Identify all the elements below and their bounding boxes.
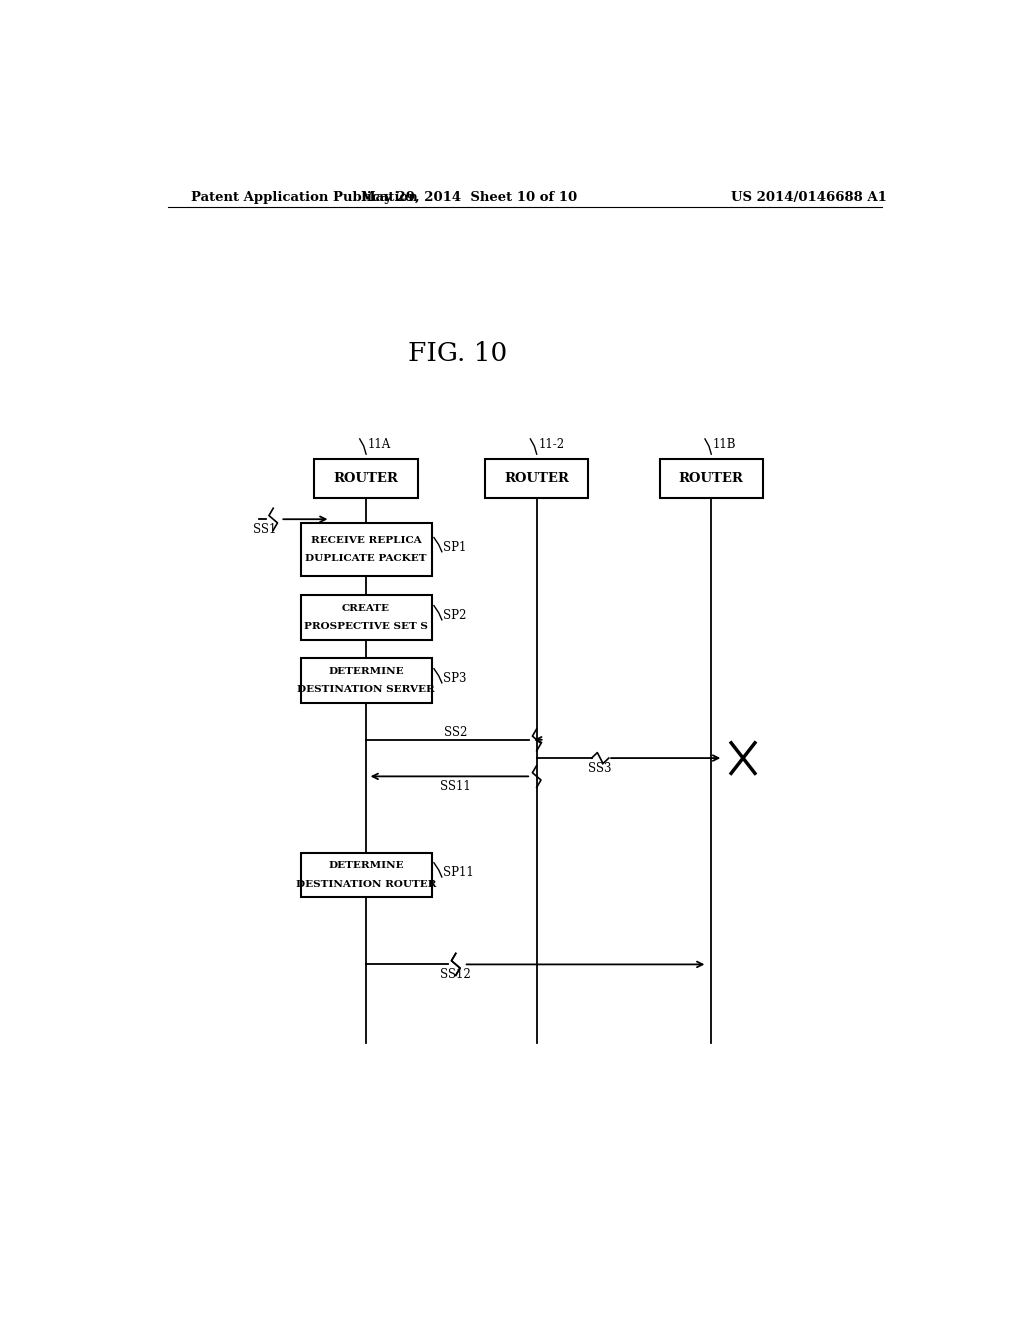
Text: DUPLICATE PACKET: DUPLICATE PACKET (305, 554, 427, 564)
Text: PROSPECTIVE SET S: PROSPECTIVE SET S (304, 623, 428, 631)
Bar (301, 595, 431, 640)
Text: SP11: SP11 (443, 866, 474, 879)
Text: CREATE: CREATE (342, 605, 390, 614)
Text: SP3: SP3 (443, 672, 467, 685)
Text: SS11: SS11 (440, 780, 471, 793)
Text: ROUTER: ROUTER (334, 473, 398, 484)
Text: US 2014/0146688 A1: US 2014/0146688 A1 (731, 190, 887, 203)
Bar (301, 523, 431, 576)
Text: SS12: SS12 (440, 968, 471, 981)
Text: RECEIVE REPLICA: RECEIVE REPLICA (310, 536, 422, 545)
Text: SS2: SS2 (444, 726, 467, 739)
Text: FIG. 10: FIG. 10 (408, 341, 507, 366)
Bar (659, 459, 763, 498)
Text: ROUTER: ROUTER (679, 473, 743, 484)
Bar (301, 659, 431, 704)
Text: 11-2: 11-2 (539, 437, 564, 450)
Text: DESTINATION SERVER: DESTINATION SERVER (297, 685, 435, 694)
Text: DETERMINE: DETERMINE (329, 862, 403, 870)
Text: May 29, 2014  Sheet 10 of 10: May 29, 2014 Sheet 10 of 10 (361, 190, 578, 203)
Text: 11B: 11B (713, 437, 736, 450)
Bar (301, 853, 431, 898)
Bar (314, 459, 418, 498)
Text: SS1: SS1 (253, 523, 276, 536)
Text: Patent Application Publication: Patent Application Publication (191, 190, 418, 203)
Text: SP1: SP1 (443, 541, 467, 554)
Text: 11A: 11A (368, 437, 391, 450)
Text: SS3: SS3 (589, 762, 612, 775)
Text: SP2: SP2 (443, 610, 467, 622)
Bar (485, 459, 588, 498)
Text: DETERMINE: DETERMINE (329, 667, 403, 676)
Text: DESTINATION ROUTER: DESTINATION ROUTER (296, 879, 436, 888)
Text: ROUTER: ROUTER (504, 473, 569, 484)
